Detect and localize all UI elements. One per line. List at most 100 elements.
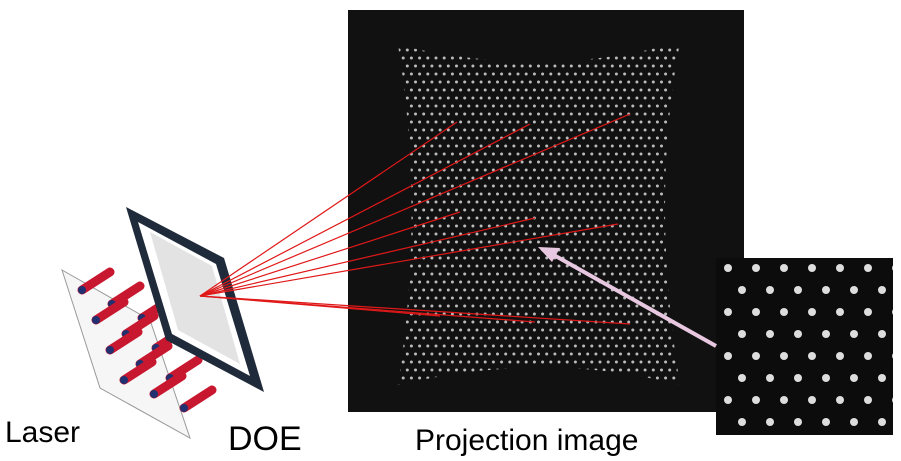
dot [619,192,622,196]
inset-dot [724,396,732,404]
inset-dot [738,418,746,426]
inset-dot [738,286,746,294]
dot [467,280,471,284]
dot [459,88,463,92]
dot [578,352,581,356]
dot [553,224,557,228]
doe-label: DOE [228,420,302,458]
dot [512,208,516,212]
dot [418,168,422,172]
dot [578,256,581,260]
dot [586,160,590,164]
beam [199,121,458,297]
dot [541,72,545,76]
dot [545,112,549,116]
dot [565,88,569,92]
dot [528,80,532,84]
dot [606,56,610,60]
dot [430,128,434,132]
dot [647,88,651,92]
dot [655,296,659,300]
dot [422,192,426,196]
dot [635,208,639,212]
dot [627,304,631,308]
dot [463,192,467,196]
inset-dot [836,264,844,272]
dot [606,280,610,284]
dot [643,144,647,148]
dot [422,272,426,276]
dot [561,336,565,340]
dot [528,304,532,308]
dot [496,208,499,212]
dot [647,72,651,76]
dot [479,80,483,84]
dot [623,136,627,140]
dot [631,264,635,268]
dot [545,128,549,132]
dot [537,208,540,212]
dot [405,64,409,68]
dot [532,312,536,316]
dot [569,144,573,148]
dot [578,208,581,212]
dot [500,248,504,252]
dot [549,216,553,220]
dot [594,192,598,196]
dot [606,360,610,364]
dot [631,56,635,60]
dot [471,304,475,308]
dot [537,320,540,324]
dot [446,192,450,196]
dot [602,144,606,148]
dot [565,248,569,252]
laser-beam [107,281,145,309]
dot [409,104,413,108]
dot [664,264,668,268]
dot [500,120,504,124]
dot [434,152,438,156]
dot [500,88,504,92]
inset-dot [808,264,816,272]
dot [459,280,463,284]
dot [430,112,434,116]
dot [520,96,524,100]
dot [504,80,508,84]
dot [438,160,442,164]
dot [672,56,676,60]
dot [516,360,520,364]
dot [569,336,573,340]
dot [651,240,655,244]
dot [639,232,643,236]
dot [438,80,442,84]
dot [483,264,487,268]
dot [496,352,499,356]
dot [491,184,495,188]
inset-dot [822,418,830,426]
dot [430,160,434,164]
dot [578,336,581,340]
laser-beam [91,297,129,325]
dot [516,168,520,172]
dot [524,248,528,252]
dot [610,160,614,164]
dot [627,192,631,196]
dot [647,120,651,124]
dot [524,264,528,268]
dot [532,280,536,284]
dot [532,120,536,124]
laser-base [92,316,100,324]
dot [668,96,672,100]
dot [647,152,651,156]
dot [467,152,471,156]
dot [475,328,479,332]
dot [471,352,475,356]
dot [598,328,602,332]
dot [590,168,594,172]
dot [442,152,446,156]
dot [537,336,540,340]
dot [483,88,487,92]
dot [512,64,516,68]
dot [438,352,442,356]
dot [414,112,417,116]
